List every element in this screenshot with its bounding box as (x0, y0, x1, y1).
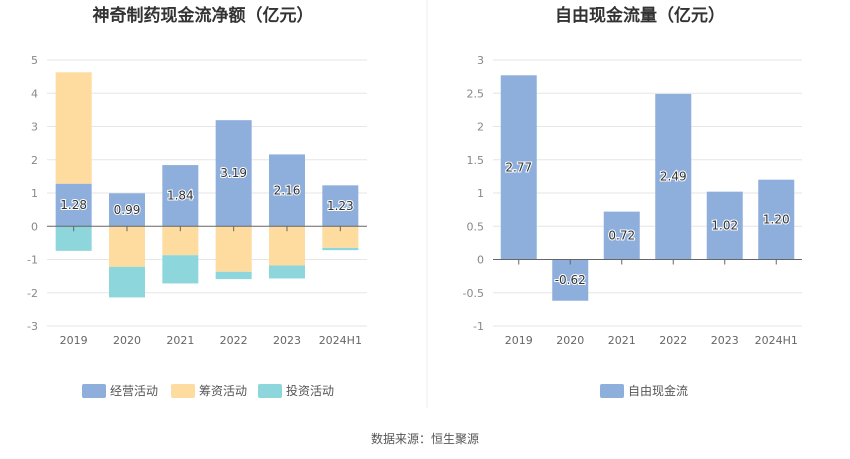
x-tick-label: 2023 (273, 334, 301, 347)
bar-segment (269, 265, 305, 279)
x-tick-label: 2022 (659, 334, 687, 347)
y-tick-label: 0.5 (467, 220, 485, 233)
y-tick-label: -0.5 (463, 287, 484, 300)
y-tick-label: 0 (477, 254, 484, 267)
data-label: 2.16 (274, 183, 301, 197)
data-label: 3.19 (220, 166, 247, 180)
y-tick-label: -2 (27, 287, 38, 300)
bar-segment (322, 226, 359, 248)
free-cash-flow-chart: 自由现金流量（亿元） -1 -0.5 0 0.5 1 1.5 2 2.5 3 2019 2020 202… (463, 5, 802, 398)
data-label: -0.62 (555, 273, 586, 287)
bar-segment (215, 226, 252, 272)
bar-segment (215, 271, 252, 280)
chart-title: 自由现金流量（亿元） (555, 5, 725, 26)
data-label: 1.84 (167, 189, 194, 203)
x-tick-label: 2021 (166, 334, 194, 347)
data-label: 0.99 (114, 203, 141, 217)
y-tick-label: 5 (31, 54, 38, 67)
y-tick-label: -3 (27, 320, 38, 333)
bar (552, 259, 589, 301)
data-label: 1.20 (763, 213, 790, 227)
bar (655, 93, 692, 260)
data-label: 2.49 (660, 170, 687, 184)
data-label: 2.77 (505, 160, 532, 174)
bar (758, 179, 795, 260)
x-tick-label: 2023 (711, 334, 739, 347)
bar-segment (269, 154, 305, 227)
bar-segment (322, 247, 359, 251)
legend-swatch (171, 384, 195, 398)
legend-swatch (258, 384, 282, 398)
bar-segment (109, 266, 145, 298)
y-tick-label: 1 (31, 187, 38, 200)
bar-segment (109, 193, 145, 227)
y-tick-label: 1.5 (467, 154, 485, 167)
y-tick-label: 2 (31, 154, 38, 167)
bar (603, 211, 640, 260)
data-label: 1.28 (60, 198, 87, 212)
bar-segment (322, 185, 359, 227)
bar-segment (215, 120, 252, 227)
bar-segment (162, 255, 199, 284)
legend-label: 筹资活动 (199, 384, 247, 398)
legend-swatch (82, 384, 106, 398)
x-tick-label: 2024H1 (319, 334, 362, 347)
x-tick-label: 2024H1 (755, 334, 798, 347)
bar-segment (269, 226, 305, 266)
bar-segment (55, 72, 92, 184)
x-tick-label: 2020 (556, 334, 584, 347)
bar (500, 75, 537, 260)
y-tick-label: -1 (27, 254, 38, 267)
bar-segment (55, 183, 92, 227)
legend-label: 自由现金流 (628, 383, 688, 398)
chart-title: 神奇制药现金流净额（亿元） (93, 5, 314, 26)
y-tick-label: 0 (31, 220, 38, 233)
y-tick-label: 3 (477, 54, 484, 67)
data-label: 1.23 (327, 199, 354, 213)
legend-label: 经营活动 (110, 384, 158, 398)
y-tick-label: -1 (473, 320, 484, 333)
x-tick-label: 2021 (608, 334, 636, 347)
data-label: 1.02 (711, 219, 738, 233)
net-cash-flow-chart: 神奇制药现金流净额（亿元） -3 -2 -1 0 1 2 3 4 5 2019 2020 2021 202… (27, 5, 367, 398)
y-tick-label: 2 (477, 121, 484, 134)
y-tick-label: 4 (31, 87, 38, 100)
bar (706, 191, 743, 260)
y-tick-label: 3 (31, 121, 38, 134)
y-tick-label: 1 (477, 187, 484, 200)
bar-segment (162, 165, 199, 227)
legend-swatch (600, 384, 624, 398)
x-tick-label: 2019 (505, 334, 533, 347)
x-tick-label: 2019 (60, 334, 88, 347)
data-label: 0.72 (608, 229, 635, 243)
source-note: 数据来源：恒生聚源 (371, 431, 479, 446)
legend-label: 投资活动 (286, 383, 334, 398)
y-tick-label: 2.5 (467, 87, 485, 100)
x-tick-label: 2020 (113, 334, 141, 347)
x-tick-label: 2022 (220, 334, 248, 347)
bar-segment (109, 226, 145, 267)
